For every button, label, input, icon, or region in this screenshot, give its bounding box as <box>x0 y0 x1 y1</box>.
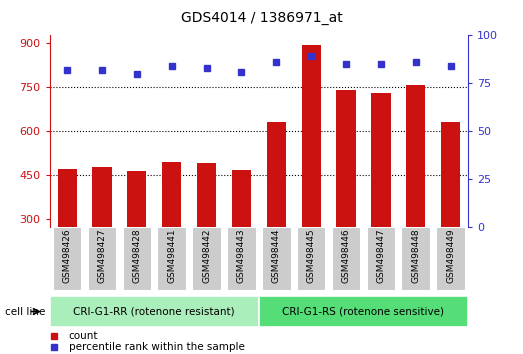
Bar <box>162 162 181 307</box>
Text: GSM498446: GSM498446 <box>342 228 350 283</box>
Text: GSM498444: GSM498444 <box>272 228 281 283</box>
Bar <box>127 171 146 307</box>
Bar <box>336 90 356 307</box>
Text: percentile rank within the sample: percentile rank within the sample <box>69 342 244 352</box>
Text: count: count <box>69 331 98 341</box>
Bar <box>157 227 186 290</box>
Bar <box>53 227 82 290</box>
Bar <box>332 227 360 290</box>
Text: GSM498443: GSM498443 <box>237 228 246 283</box>
Bar <box>297 227 325 290</box>
Bar <box>302 45 321 307</box>
Text: GSM498445: GSM498445 <box>306 228 316 283</box>
Bar <box>402 227 430 290</box>
Text: CRI-G1-RS (rotenone sensitive): CRI-G1-RS (rotenone sensitive) <box>282 307 445 316</box>
Text: GSM498442: GSM498442 <box>202 228 211 283</box>
Bar <box>227 227 256 290</box>
Bar <box>406 85 425 307</box>
Text: cell line: cell line <box>5 307 46 316</box>
Text: GSM498447: GSM498447 <box>377 228 385 283</box>
Bar <box>192 227 221 290</box>
Text: GSM498426: GSM498426 <box>63 228 72 283</box>
Bar <box>50 296 259 327</box>
Bar <box>58 169 77 307</box>
Bar <box>371 93 391 307</box>
Text: GSM498441: GSM498441 <box>167 228 176 283</box>
Bar <box>367 227 395 290</box>
Text: GSM498427: GSM498427 <box>97 228 107 283</box>
Bar <box>122 227 151 290</box>
Bar <box>267 122 286 307</box>
Bar <box>436 227 465 290</box>
Bar <box>93 167 111 307</box>
Bar <box>232 170 251 307</box>
Bar <box>88 227 116 290</box>
Bar <box>441 122 460 307</box>
Text: GSM498428: GSM498428 <box>132 228 141 283</box>
Bar <box>259 296 468 327</box>
Text: CRI-G1-RR (rotenone resistant): CRI-G1-RR (rotenone resistant) <box>73 307 235 316</box>
Bar <box>262 227 291 290</box>
Bar <box>197 163 216 307</box>
Text: GSM498448: GSM498448 <box>411 228 420 283</box>
Text: GDS4014 / 1386971_at: GDS4014 / 1386971_at <box>180 11 343 25</box>
Text: GSM498449: GSM498449 <box>446 228 455 283</box>
